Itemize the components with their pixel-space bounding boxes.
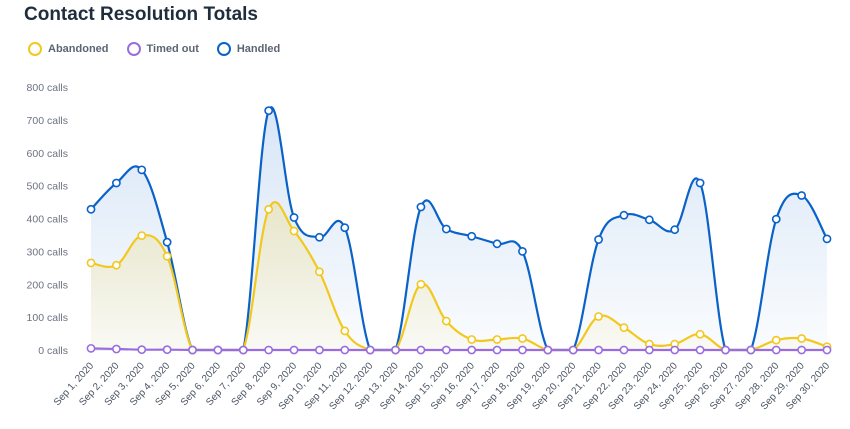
abandoned-area <box>91 202 827 350</box>
timed-out-point[interactable] <box>594 345 603 355</box>
series-timed-out <box>86 343 832 355</box>
y-tick-label: 100 calls <box>27 312 68 324</box>
legend-item-handled[interactable]: Handled <box>216 42 281 56</box>
timed-out-point[interactable] <box>822 345 832 355</box>
y-tick-label: 500 calls <box>27 181 68 193</box>
abandoned-point[interactable] <box>86 258 96 268</box>
abandoned-point[interactable] <box>315 267 324 277</box>
legend-item-abandoned[interactable]: Abandoned <box>28 42 109 56</box>
handled-point[interactable] <box>467 231 477 241</box>
abandoned-point[interactable] <box>619 323 629 333</box>
legend-label-abandoned: Abandoned <box>48 43 109 55</box>
abandoned-point[interactable] <box>137 231 147 240</box>
series-handled <box>86 106 832 355</box>
timed-out-point[interactable] <box>238 345 248 355</box>
timed-out-point[interactable] <box>86 343 96 353</box>
handled-point[interactable] <box>162 237 172 247</box>
handled-point[interactable] <box>822 234 832 244</box>
handled-point[interactable] <box>137 165 147 175</box>
legend: Abandoned Timed out Handled <box>28 42 280 56</box>
timed-out-point[interactable] <box>340 345 350 355</box>
timed-out-point[interactable] <box>416 345 426 355</box>
y-tick-label: 800 calls <box>27 82 68 94</box>
handled-point[interactable] <box>264 106 274 116</box>
handled-point[interactable] <box>111 178 121 188</box>
abandoned-point[interactable] <box>594 312 603 321</box>
abandoned-point[interactable] <box>771 335 781 345</box>
handled-swatch-icon <box>216 42 231 56</box>
timed-out-point[interactable] <box>391 345 400 355</box>
timed-out-point[interactable] <box>264 345 274 355</box>
timed-out-point[interactable] <box>771 345 781 355</box>
handled-point[interactable] <box>492 239 502 249</box>
y-tick-label: 400 calls <box>27 214 68 226</box>
y-tick-label: 300 calls <box>27 246 68 258</box>
timed-out-point[interactable] <box>137 345 147 355</box>
abandoned-point[interactable] <box>264 204 274 214</box>
handled-point[interactable] <box>797 191 807 200</box>
abandoned-point[interactable] <box>162 251 172 261</box>
abandoned-point[interactable] <box>797 334 807 343</box>
handled-point[interactable] <box>289 213 299 222</box>
timed-out-point[interactable] <box>619 345 629 355</box>
handled-point[interactable] <box>594 235 603 244</box>
timed-out-point[interactable] <box>213 345 223 355</box>
timed-out-point[interactable] <box>188 345 197 355</box>
timed-out-point[interactable] <box>441 345 451 355</box>
y-tick-label: 200 calls <box>27 279 68 291</box>
abandoned-swatch-icon <box>28 42 42 56</box>
abandoned-point[interactable] <box>416 279 426 289</box>
y-tick-label: 0 calls <box>38 345 68 357</box>
handled-point[interactable] <box>619 210 629 220</box>
handled-point[interactable] <box>670 225 680 235</box>
timed-out-point[interactable] <box>492 345 502 355</box>
abandoned-point[interactable] <box>492 335 502 344</box>
abandoned-point[interactable] <box>340 326 350 336</box>
abandoned-point[interactable] <box>467 335 477 344</box>
timed-out-point[interactable] <box>162 345 172 355</box>
timed-out-point[interactable] <box>467 345 477 355</box>
abandoned-point[interactable] <box>518 334 527 343</box>
y-tick-label: 600 calls <box>27 148 68 160</box>
timed-out-point[interactable] <box>670 345 680 355</box>
abandoned-point[interactable] <box>111 260 121 270</box>
timed-out-point[interactable] <box>289 345 299 355</box>
legend-label-handled: Handled <box>236 43 281 55</box>
legend-item-timed-out[interactable]: Timed out <box>126 42 199 56</box>
timed-out-point[interactable] <box>695 345 705 355</box>
abandoned-point[interactable] <box>695 329 705 339</box>
legend-label-timed-out: Timed out <box>146 43 199 55</box>
handled-point[interactable] <box>315 232 324 242</box>
chart-title: Contact Resolution Totals <box>24 4 258 25</box>
abandoned-point[interactable] <box>441 316 451 326</box>
timed-out-point[interactable] <box>568 345 578 355</box>
timed-out-point[interactable] <box>315 345 324 355</box>
timed-out-point[interactable] <box>644 345 654 355</box>
timed-out-point[interactable] <box>111 344 121 354</box>
timed-out-point[interactable] <box>746 345 756 355</box>
handled-point[interactable] <box>518 246 527 256</box>
timed-out-point[interactable] <box>365 345 375 355</box>
handled-point[interactable] <box>340 223 350 233</box>
abandoned-point[interactable] <box>289 226 299 236</box>
timed-out-swatch-icon <box>126 42 141 56</box>
handled-point[interactable] <box>441 224 451 234</box>
handled-point[interactable] <box>416 202 426 212</box>
timed-out-point[interactable] <box>721 345 730 355</box>
y-axis: 0 calls 100 calls 200 calls 300 calls 400 ca… <box>27 82 68 357</box>
handled-area <box>91 107 827 350</box>
timed-out-point[interactable] <box>543 345 553 355</box>
handled-point[interactable] <box>644 215 654 225</box>
series-layer <box>86 106 832 355</box>
timed-out-point[interactable] <box>518 345 527 355</box>
timed-out-point[interactable] <box>797 345 807 355</box>
handled-point[interactable] <box>695 178 705 188</box>
handled-point[interactable] <box>86 204 96 214</box>
y-tick-label: 700 calls <box>27 115 68 127</box>
handled-point[interactable] <box>771 214 781 224</box>
